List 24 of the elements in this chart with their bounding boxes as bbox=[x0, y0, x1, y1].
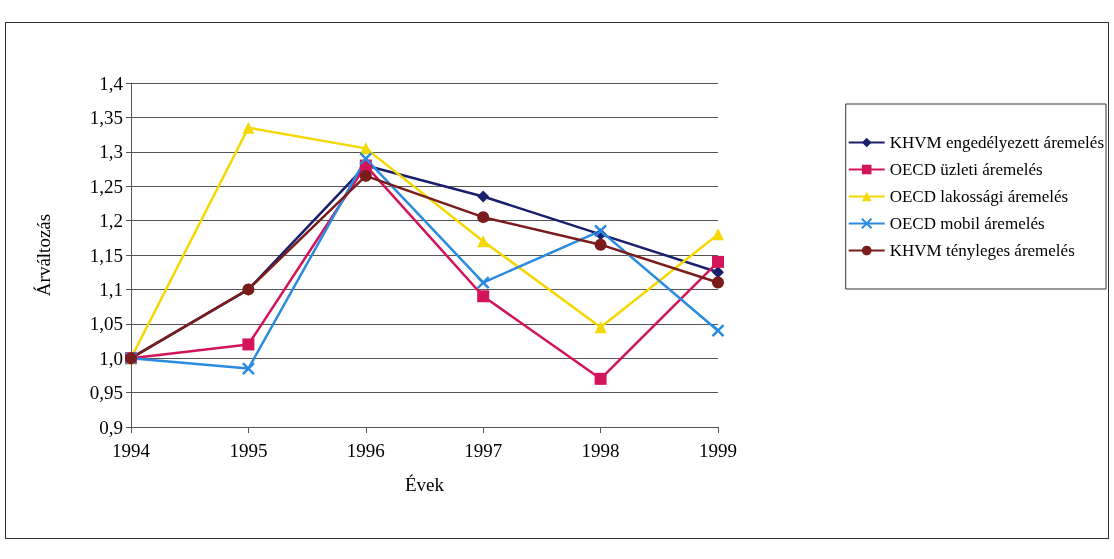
y-tick-label: 0,9 bbox=[99, 416, 123, 438]
y-tick-label: 1,35 bbox=[89, 106, 123, 128]
x-tick-label: 1996 bbox=[346, 440, 385, 461]
y-tick-label: 1,3 bbox=[99, 141, 123, 163]
y-tick-label: 1,05 bbox=[89, 313, 123, 335]
y-axis-title: Árváltozás bbox=[33, 213, 54, 297]
x-tick-label: 1998 bbox=[581, 440, 620, 461]
y-tick-label: 1,25 bbox=[89, 175, 123, 197]
x-tick-label: 1995 bbox=[229, 440, 268, 461]
y-tick-label: 1,2 bbox=[99, 210, 123, 232]
legend-label: KHVM tényleges áremelés bbox=[889, 241, 1075, 260]
x-axis-title: Évek bbox=[404, 474, 445, 495]
x-tick-label: 1997 bbox=[464, 440, 503, 461]
y-tick-label: 1,4 bbox=[99, 72, 124, 94]
x-tick-label: 1994 bbox=[112, 440, 151, 461]
y-tick-label: 0,95 bbox=[89, 382, 123, 404]
y-tick-label: 1,0 bbox=[99, 347, 123, 369]
legend-label: OECD mobil áremelés bbox=[889, 214, 1045, 233]
y-tick-label: 1,1 bbox=[99, 278, 123, 300]
legend-label: OECD üzleti áremelés bbox=[889, 160, 1043, 179]
legend-label: OECD lakossági áremelés bbox=[889, 187, 1069, 206]
y-tick-label: 1,15 bbox=[89, 244, 123, 266]
x-tick-label: 1999 bbox=[699, 440, 737, 461]
legend-label: KHVM engedélyezett áremelés bbox=[889, 133, 1104, 152]
